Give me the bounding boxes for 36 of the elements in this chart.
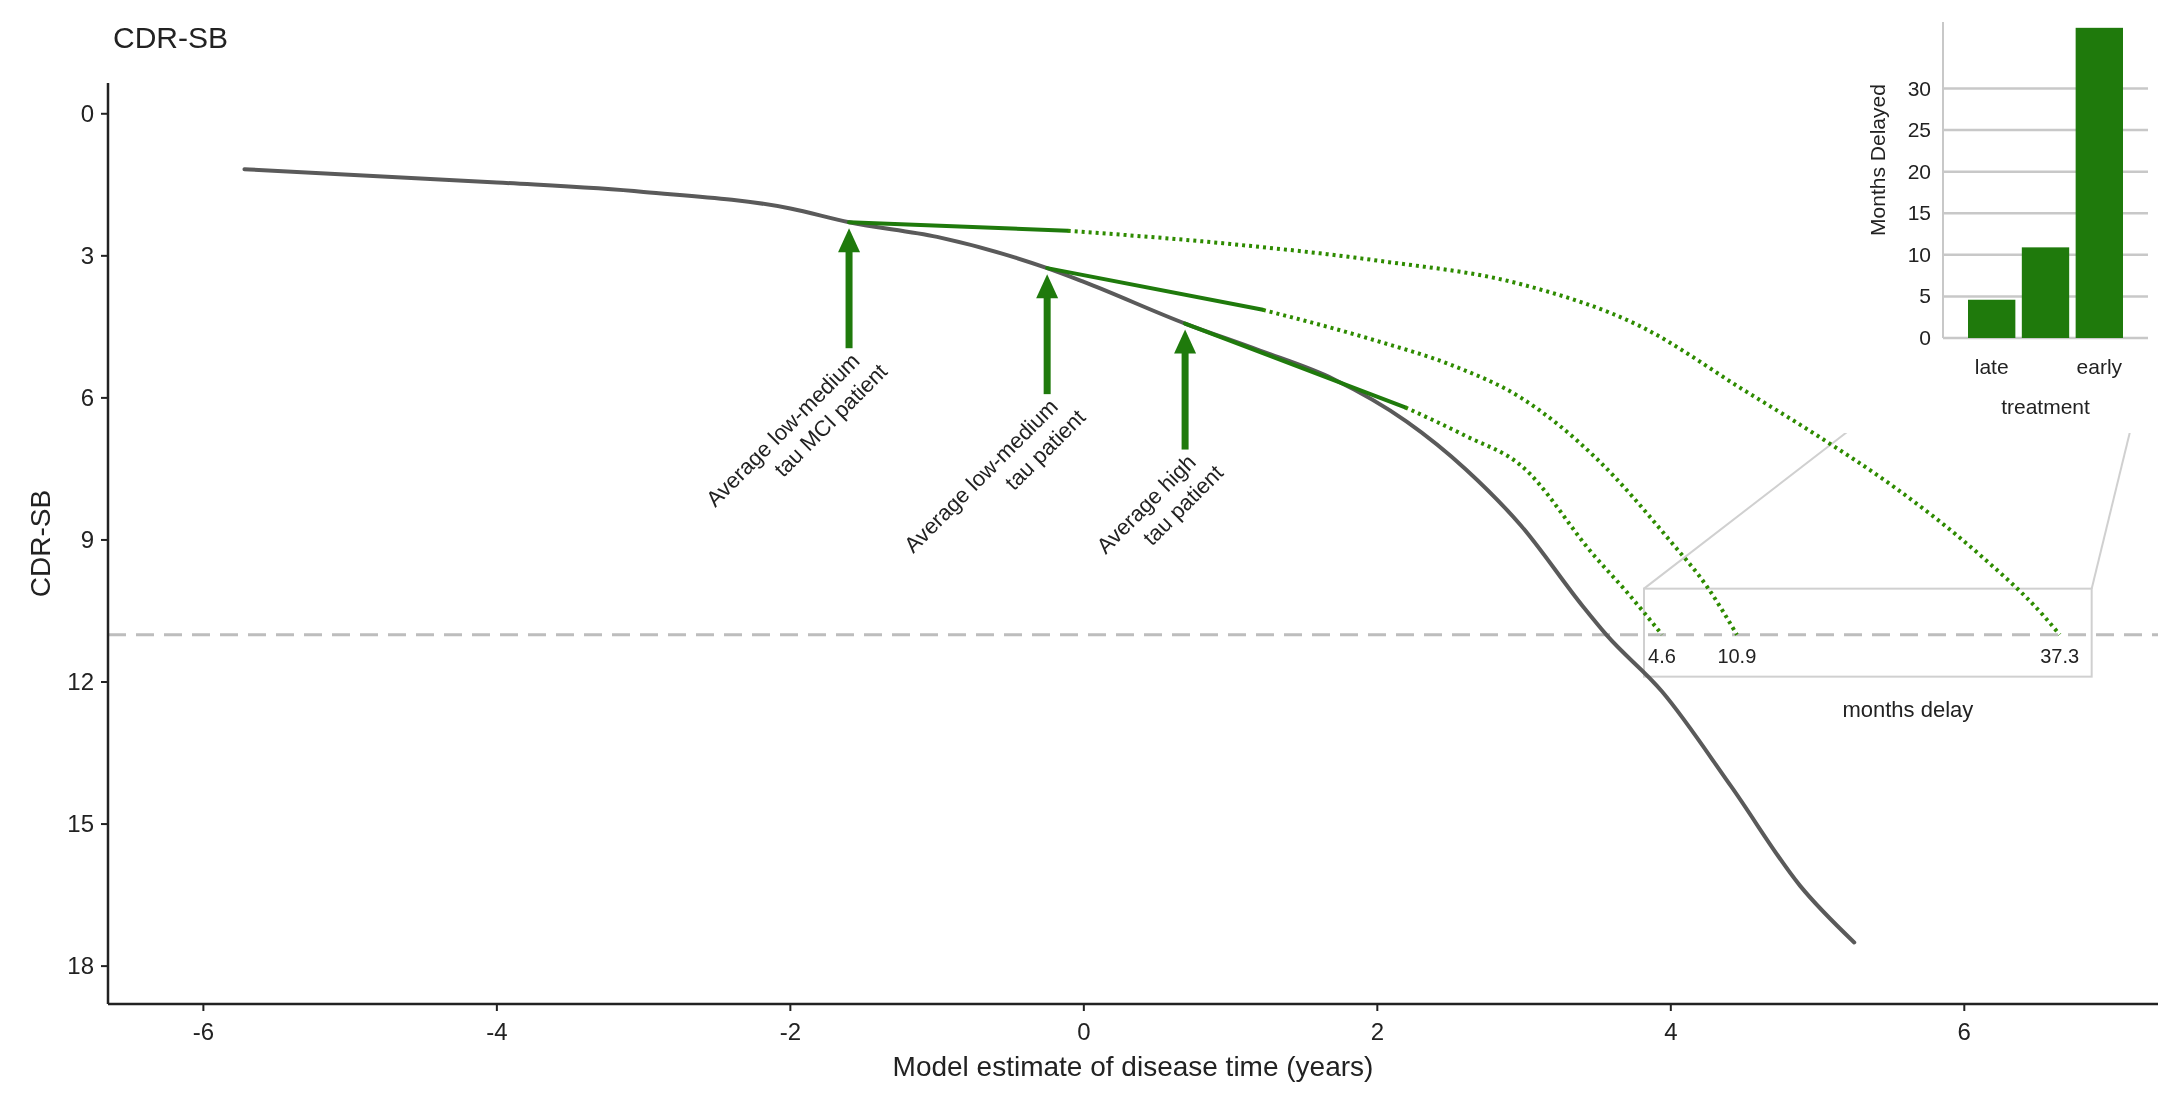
line-series bbox=[1260, 307, 1739, 637]
y-tick-label: 20 bbox=[1907, 159, 1931, 183]
chart-title: CDR-SB bbox=[113, 21, 229, 54]
y-axis-title: CDR-SB bbox=[25, 489, 56, 598]
x-tick-label: -2 bbox=[779, 1018, 802, 1045]
y-tick-label: 30 bbox=[1907, 76, 1931, 100]
annotation: 10.9 bbox=[1717, 644, 1757, 667]
y-tick-label: 12 bbox=[67, 668, 94, 696]
x-tick-label: late bbox=[1974, 355, 2009, 378]
annotation: months delay bbox=[1842, 696, 1974, 722]
x-axis-title: treatment bbox=[2001, 395, 2091, 418]
y-tick-label: 15 bbox=[1907, 201, 1931, 225]
y-tick-label: 9 bbox=[80, 525, 94, 553]
y-tick-label: 3 bbox=[80, 241, 94, 269]
x-tick-label: 2 bbox=[1370, 1018, 1385, 1045]
annotation: 37.3 bbox=[2040, 644, 2080, 667]
x-axis-title: Model estimate of disease time (years) bbox=[892, 1051, 1374, 1082]
y-tick-label: 6 bbox=[80, 383, 94, 411]
y-tick-label: 0 bbox=[80, 99, 94, 127]
bar bbox=[2021, 247, 2070, 338]
bar bbox=[2075, 27, 2123, 338]
y-tick-label: 25 bbox=[1907, 118, 1931, 142]
annotation: 4.6 bbox=[1648, 644, 1676, 667]
y-tick-label: 0 bbox=[1919, 326, 1931, 349]
x-tick-label: 4 bbox=[1664, 1018, 1678, 1045]
y-tick-label: 18 bbox=[67, 952, 94, 980]
y-tick-label: 15 bbox=[67, 810, 94, 838]
x-tick-label: early bbox=[2076, 355, 2123, 378]
x-tick-label: 0 bbox=[1077, 1018, 1091, 1045]
bar bbox=[1968, 299, 2016, 338]
x-tick-label: 6 bbox=[1957, 1018, 1971, 1045]
y-axis-title: Months Delayed bbox=[1866, 84, 1889, 236]
x-tick-label: -4 bbox=[486, 1018, 508, 1045]
x-tick-label: -6 bbox=[192, 1018, 215, 1045]
y-tick-label: 10 bbox=[1907, 242, 1931, 266]
y-tick-label: 5 bbox=[1919, 284, 1931, 308]
